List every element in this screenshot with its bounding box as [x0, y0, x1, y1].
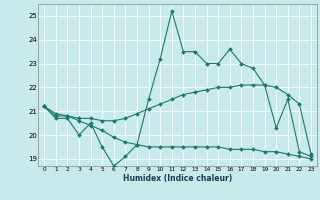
X-axis label: Humidex (Indice chaleur): Humidex (Indice chaleur) — [123, 174, 232, 183]
